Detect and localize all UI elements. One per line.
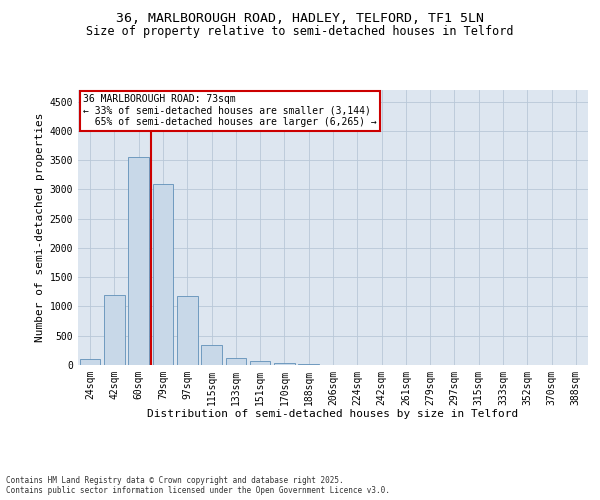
Text: 36, MARLBOROUGH ROAD, HADLEY, TELFORD, TF1 5LN: 36, MARLBOROUGH ROAD, HADLEY, TELFORD, T… [116, 12, 484, 26]
Text: Contains HM Land Registry data © Crown copyright and database right 2025.: Contains HM Land Registry data © Crown c… [6, 476, 344, 485]
Bar [274, 362, 295, 365]
Bar [177, 296, 197, 365]
Y-axis label: Number of semi-detached properties: Number of semi-detached properties [35, 113, 46, 342]
X-axis label: Distribution of semi-detached houses by size in Telford: Distribution of semi-detached houses by … [148, 410, 518, 420]
Text: Size of property relative to semi-detached houses in Telford: Size of property relative to semi-detach… [86, 25, 514, 38]
Bar [80, 359, 100, 365]
Bar [152, 184, 173, 365]
Text: 36 MARLBOROUGH ROAD: 73sqm
← 33% of semi-detached houses are smaller (3,144)
  6: 36 MARLBOROUGH ROAD: 73sqm ← 33% of semi… [83, 94, 377, 128]
Text: Contains public sector information licensed under the Open Government Licence v3: Contains public sector information licen… [6, 486, 390, 495]
Bar [201, 344, 222, 365]
Bar [104, 295, 125, 365]
Bar [226, 358, 246, 365]
Bar [128, 158, 149, 365]
Bar [250, 361, 271, 365]
Bar [298, 364, 319, 365]
